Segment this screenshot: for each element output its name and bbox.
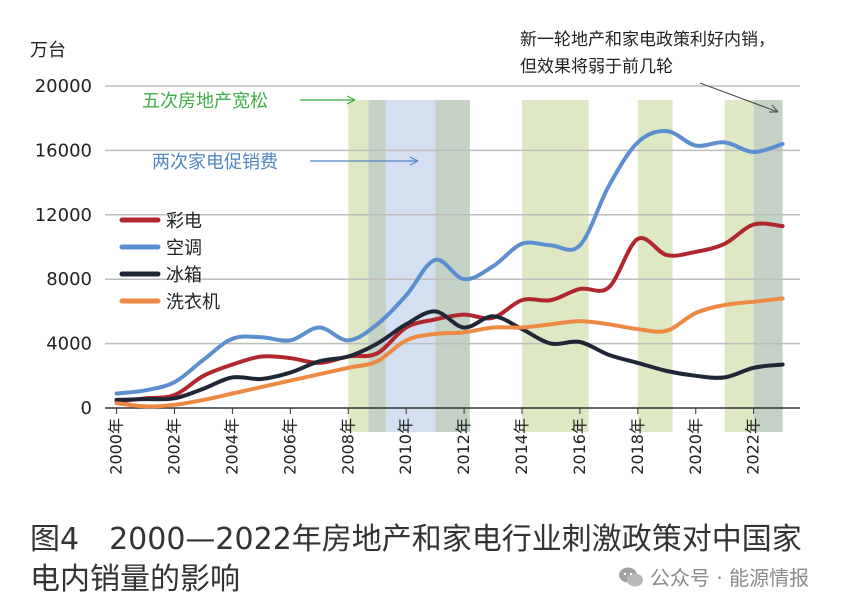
x-tick-label-2020: 2020年 — [686, 418, 705, 475]
annotation-real-estate: 五次房地产宽松 — [142, 91, 356, 112]
annotation-new-policy-arrow — [699, 82, 779, 113]
x-tick-label-2018: 2018年 — [628, 418, 647, 475]
y-tick-label-20000: 20000 — [35, 76, 92, 97]
y-tick-label-8000: 8000 — [46, 269, 92, 290]
x-tick-label-2006: 2006年 — [280, 418, 299, 475]
x-tick-label-2014: 2014年 — [512, 418, 531, 475]
series-line-3 — [114, 296, 785, 409]
y-unit-label: 万台 — [30, 40, 66, 61]
y-tick-label-4000: 4000 — [46, 334, 92, 355]
shaded-period-5 — [637, 100, 673, 432]
annotation-real-estate-arrowhead — [346, 95, 356, 105]
shaded-period-7 — [753, 100, 783, 432]
x-tick-label-2000: 2000年 — [107, 418, 126, 475]
annotation-new-policy-line2: 但效果将弱于前几轮 — [520, 57, 673, 77]
legend-label-3: 洗衣机 — [166, 292, 220, 313]
shaded-periods — [348, 100, 783, 432]
series-line-0 — [114, 221, 785, 404]
y-tick-labels: 0 4000 8000 12000 16000 20000 — [35, 76, 92, 419]
x-tick-label-2010: 2010年 — [396, 418, 415, 475]
shaded-period-4 — [522, 100, 589, 432]
series-line-2 — [114, 309, 785, 402]
x-tick-label-2008: 2008年 — [338, 418, 357, 475]
shaded-period-3 — [435, 100, 470, 432]
x-tick-label-2022: 2022年 — [744, 418, 763, 475]
x-tick-label-2012: 2012年 — [454, 418, 473, 475]
legend-label-2: 冰箱 — [166, 265, 202, 286]
annotation-appliance-arrowhead — [409, 156, 419, 166]
legend-label-1: 空调 — [166, 238, 202, 259]
x-tick-label-2004: 2004年 — [222, 418, 241, 475]
y-tick-label-0: 0 — [81, 398, 92, 419]
wechat-icon — [619, 567, 643, 586]
annotation-new-policy-line1: 新一轮地产和家电政策利好内销， — [520, 30, 775, 50]
annotation-new-policy: 新一轮地产和家电政策利好内销， 但效果将弱于前几轮 — [520, 30, 779, 113]
annotation-appliance-text: 两次家电促销费 — [152, 152, 278, 173]
watermark-text: 公众号 · 能源情报 — [650, 566, 810, 590]
annotation-real-estate-text: 五次房地产宽松 — [142, 91, 268, 112]
y-tick-label-16000: 16000 — [35, 140, 92, 161]
series-line-1 — [114, 129, 785, 396]
x-tick-label-2016: 2016年 — [570, 418, 589, 475]
x-tick-label-2002: 2002年 — [165, 418, 184, 475]
y-tick-label-12000: 12000 — [35, 205, 92, 226]
series-lines — [114, 129, 785, 409]
legend-label-0: 彩电 — [166, 211, 202, 232]
figure-caption: 图4 2000—2022年房地产和家电行业刺激政策对中国家电内销量的影响 — [30, 522, 802, 597]
x-tick-labels: 2000年 2002年 2004年 2006年 2008年 2010年 2012年 2014年… — [107, 408, 763, 475]
annotation-new-policy-arrowhead — [769, 104, 779, 113]
watermark: 公众号 · 能源情报 — [618, 562, 809, 591]
annotation-appliance: 两次家电促销费 — [152, 152, 419, 173]
